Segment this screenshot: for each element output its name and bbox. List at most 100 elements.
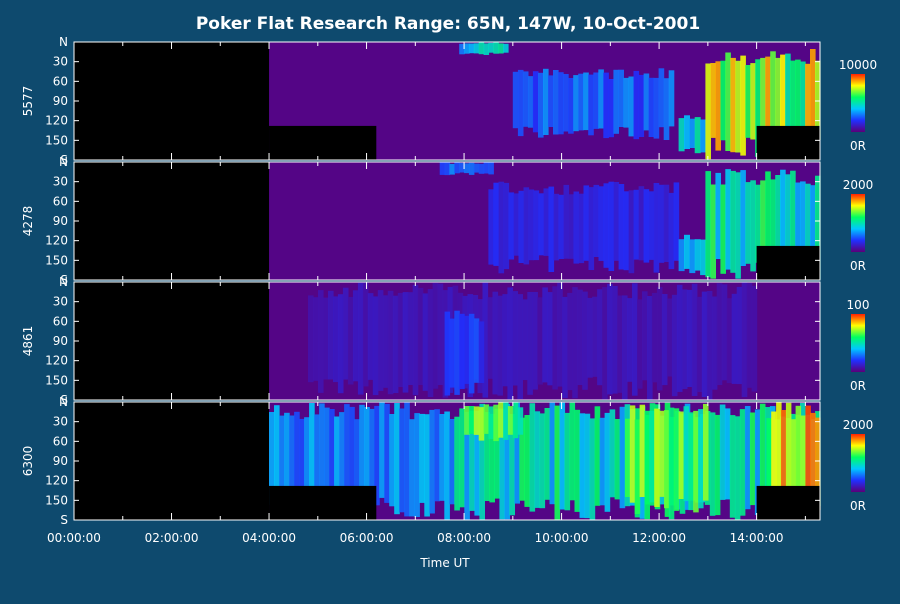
emission-cell [517, 294, 523, 399]
emission-cell [625, 418, 631, 497]
panel-4861: N 30 60 90 120 150 S 4861 100 0R [21, 275, 869, 407]
emission-cell [513, 193, 520, 256]
emission-cell [776, 402, 782, 510]
emission-cell [632, 283, 638, 396]
emission-cell [449, 419, 455, 505]
emission-cell [417, 287, 424, 385]
y-tick-label: 30 [53, 295, 68, 309]
emission-cell [469, 410, 475, 511]
emission-cell [644, 410, 650, 520]
y-tick-label: 90 [53, 334, 68, 348]
emission-cell [552, 286, 558, 390]
emission-cell [810, 412, 816, 498]
x-tick-label: 00:00:00 [47, 531, 101, 545]
emission-cell [740, 170, 746, 266]
y-tick-label: 120 [45, 234, 68, 248]
emission-cell [603, 72, 609, 139]
emission-cell [588, 187, 595, 270]
emission-cell [608, 181, 615, 271]
emission-cell [572, 287, 578, 399]
emission-cell [337, 294, 344, 394]
y-tick-label: 120 [45, 354, 68, 368]
emission-cell [588, 74, 594, 136]
emission-cell [269, 412, 275, 505]
colorbar-max-label: 2000 [843, 178, 874, 192]
emission-cell [379, 402, 385, 498]
emission-cell [564, 412, 571, 511]
emission-cell [478, 407, 485, 441]
emission-cell [308, 295, 314, 383]
emission-cell [519, 417, 525, 501]
emission-cell [634, 419, 641, 514]
emission-cell [547, 292, 553, 386]
emission-cell [594, 406, 601, 506]
emission-cell [622, 295, 628, 400]
emission-cell [658, 68, 665, 128]
emission-cell [558, 194, 565, 259]
emission-cell [404, 402, 410, 517]
y-tick-label: 150 [45, 493, 68, 507]
emission-cell [553, 70, 559, 135]
emission-cell [744, 406, 751, 510]
emission-cell [750, 180, 756, 272]
emission-cell [342, 287, 349, 380]
emission-cell [542, 287, 548, 383]
y-tick-label: N [59, 35, 68, 49]
emission-cell [703, 403, 709, 501]
emission-cell [573, 191, 580, 264]
emission-cell [359, 404, 365, 511]
y-tick-label: 150 [45, 373, 68, 387]
emission-cell [512, 71, 519, 129]
emission-cell [318, 290, 324, 393]
emission-cell [319, 403, 325, 513]
emission-cell [329, 409, 335, 511]
emission-cell [314, 414, 320, 518]
emission-cell [284, 412, 290, 520]
emission-cell [559, 402, 566, 510]
emission-cell [367, 293, 374, 380]
y-tick-label: 60 [53, 74, 68, 88]
emission-cell [721, 284, 728, 381]
emission-cell [689, 118, 696, 148]
emission-cell [459, 162, 465, 173]
emission-cell [478, 42, 485, 55]
emission-cell [715, 172, 721, 259]
emission-cell [522, 299, 528, 381]
emission-cell [805, 405, 811, 514]
emission-cell [754, 409, 761, 515]
x-tick-label: 06:00:00 [340, 531, 394, 545]
y-tick-label: 150 [45, 253, 68, 267]
emission-cell [628, 76, 635, 137]
emission-cell [449, 318, 455, 388]
emission-cell [412, 284, 419, 396]
emission-cell [583, 72, 589, 131]
emission-cell [627, 298, 633, 382]
emission-cell [548, 75, 554, 127]
data-gap-block [269, 485, 377, 520]
emission-cell [444, 411, 450, 520]
emission-cell [609, 409, 616, 498]
emission-cell [382, 295, 389, 388]
emission-cell [512, 291, 518, 386]
panel-wavelength-label: 5577 [21, 86, 35, 117]
colorbar [851, 194, 865, 252]
emission-cell [399, 408, 405, 513]
emission-cell [643, 73, 650, 131]
emission-cell [638, 186, 645, 261]
emission-cell [454, 416, 460, 511]
emission-cell [362, 282, 369, 387]
emission-cell [746, 283, 753, 388]
emission-cell [498, 181, 505, 274]
emission-cell [604, 412, 611, 512]
emission-cell [324, 407, 330, 511]
emission-cell [473, 43, 480, 54]
emission-cell [706, 291, 713, 400]
emission-cell [289, 415, 295, 507]
y-tick-label: N [59, 395, 68, 409]
emission-cell [558, 72, 564, 135]
data-gap-block [756, 125, 820, 160]
emission-cell [755, 59, 761, 157]
emission-cell [299, 418, 305, 505]
emission-cell [647, 296, 653, 400]
emission-cell [725, 169, 731, 270]
